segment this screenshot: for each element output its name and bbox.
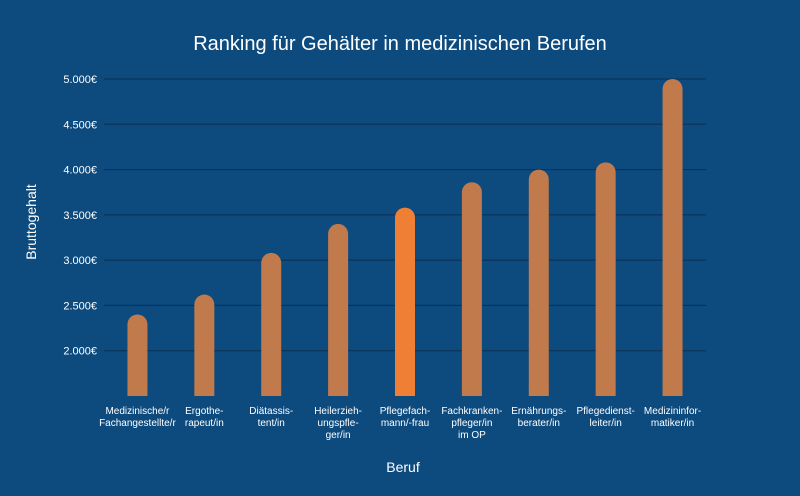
x-tick-label-line: im OP <box>458 430 486 441</box>
x-tick-label-line: ger/in <box>326 430 351 441</box>
x-tick-label-line: Ernährungs- <box>511 406 566 417</box>
y-tick-label: 3.500€ <box>63 210 97 222</box>
y-tick-label: 4.500€ <box>63 119 97 131</box>
x-tick-label: Heilerzieh-ungspfle-ger/in <box>314 406 362 441</box>
x-tick-label-line: Pflegedienst- <box>576 406 634 417</box>
x-tick-label: Pflegefach-mann/-frau <box>380 406 431 429</box>
bar-base <box>328 386 349 396</box>
x-tick-label-line: Pflegefach- <box>380 406 431 417</box>
x-tick-label: Medizininfor-matiker/in <box>644 406 701 429</box>
bar <box>261 252 282 396</box>
bar <box>127 314 148 396</box>
x-tick-label: Diätassis-tent/in <box>249 406 293 429</box>
x-tick-label-line: matiker/in <box>651 418 694 429</box>
x-tick-label-line: leiter/in <box>590 418 622 429</box>
bar <box>395 207 415 396</box>
bar <box>194 294 215 396</box>
bar-base <box>261 386 282 396</box>
x-tick-label-line: Medizininfor- <box>644 406 701 417</box>
x-tick-label: Fachkranken-pfleger/in im OP <box>441 406 502 441</box>
bars <box>127 79 683 396</box>
x-tick-label-line: berater/in <box>518 418 560 429</box>
chart-title: Ranking für Gehälter in medizinischen Be… <box>193 33 607 55</box>
y-tick-label: 4.000€ <box>63 165 97 177</box>
x-tick-label: Ergothe-rapeut/in <box>185 406 224 429</box>
x-tick-label-line: Medizinische/r <box>105 406 170 417</box>
x-tick-label-line: rapeut/in <box>185 418 224 429</box>
x-axis-ticks: Medizinische/r Fachangestellte/r Ergothe-r… <box>99 406 701 441</box>
y-tick-label: 2.000€ <box>63 346 97 358</box>
x-tick-label-line: ungspfle- <box>318 418 359 429</box>
x-tick-label-line: tent/in <box>258 418 285 429</box>
bar <box>662 79 683 396</box>
bar-base <box>127 386 148 396</box>
x-tick-label: Ernährungs-berater/in <box>511 406 566 429</box>
bar <box>461 182 482 396</box>
x-tick-label-line: Fachkranken- <box>441 406 502 417</box>
bar-base <box>528 386 549 396</box>
x-tick-label-line: Diätassis- <box>249 406 293 417</box>
bar-base <box>595 386 616 396</box>
bar-base <box>662 386 683 396</box>
x-tick-label-line: mann/-frau <box>381 418 429 429</box>
x-tick-label-line: Fachangestellte/r <box>99 418 176 429</box>
x-axis-label: Beruf <box>386 459 420 475</box>
x-tick-label-line: Ergothe- <box>185 406 223 417</box>
y-axis-ticks: 2.000€ 2.500€ 3.000€ 3.500€ 4.000€ 4.500€ 5.00… <box>63 74 97 358</box>
y-tick-label: 2.500€ <box>63 300 97 312</box>
bar-base <box>194 386 215 396</box>
x-tick-label: Pflegedienst-leiter/in <box>576 406 634 429</box>
x-tick-label-line: Heilerzieh- <box>314 406 362 417</box>
y-tick-label: 3.000€ <box>63 255 97 267</box>
y-axis-label: Bruttogehalt <box>23 184 39 260</box>
bar-base <box>461 386 482 396</box>
bar-base <box>395 386 415 396</box>
x-tick-label-line: pfleger/in <box>451 418 492 429</box>
y-tick-label: 5.000€ <box>63 74 97 86</box>
x-tick-label: Medizinische/r Fachangestellte/r <box>99 406 176 429</box>
bar <box>328 223 349 396</box>
bar <box>595 162 616 396</box>
bar <box>528 169 549 396</box>
